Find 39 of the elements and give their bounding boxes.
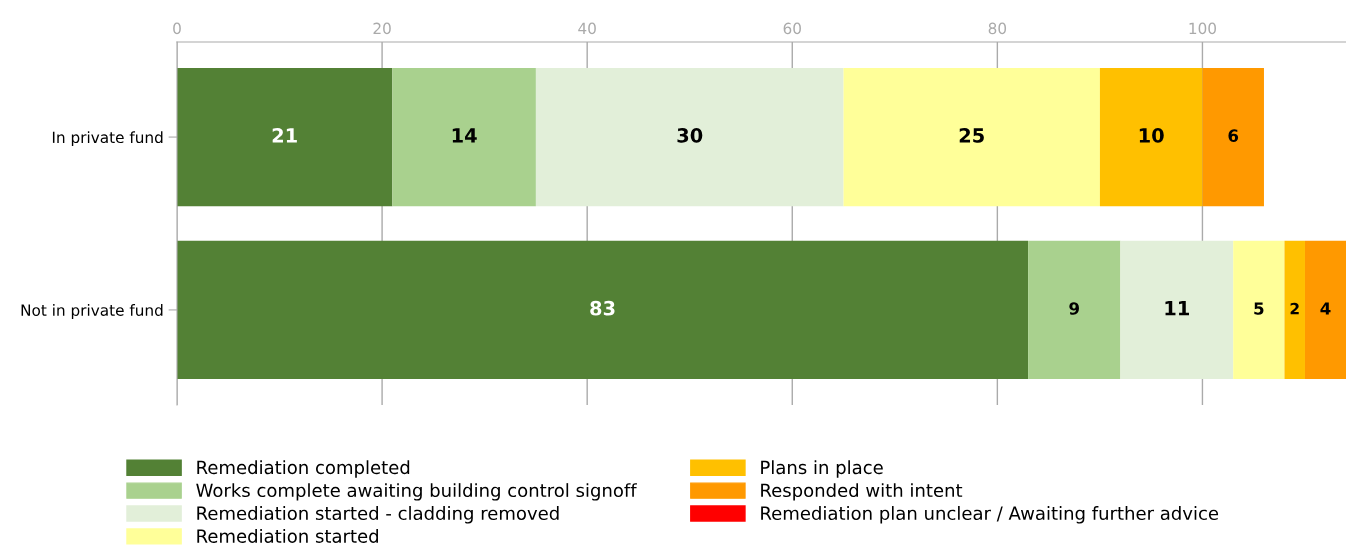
legend-label: Remediation plan unclear / Awaiting further advice <box>761 506 1219 524</box>
data-label: 83 <box>590 300 615 316</box>
data-label: 5 <box>1254 302 1264 315</box>
legend-label: Remediation started - cladding removed <box>197 506 559 524</box>
legend-label: Responded with intent <box>761 483 963 501</box>
data-label: 11 <box>1165 301 1189 316</box>
legend-label: Works complete awaiting building control signoff <box>196 483 637 501</box>
data-label: 21 <box>272 128 297 143</box>
data-label: 25 <box>959 128 984 143</box>
bar <box>1233 240 1285 380</box>
legend-label: Remediation completed <box>197 460 410 478</box>
data-label: 30 <box>677 128 703 143</box>
bar <box>1304 240 1346 380</box>
data-label: 6 <box>1228 129 1239 142</box>
bar <box>843 67 1100 207</box>
x-tick-label: 60 <box>783 22 801 35</box>
x-tick-label: 40 <box>578 22 596 35</box>
x-tick-label: 0 <box>173 22 181 35</box>
y-tick-label: Not in private fund <box>21 304 163 319</box>
legend-label: Plans in place <box>761 460 883 478</box>
bar <box>392 67 536 207</box>
bar <box>1120 240 1234 380</box>
y-tick-label: In private fund <box>52 131 163 147</box>
bar <box>177 240 1029 380</box>
data-label: 2 <box>1290 302 1299 315</box>
x-tick-label: 20 <box>373 22 391 35</box>
bar <box>1028 240 1121 380</box>
data-label: 10 <box>1139 128 1164 143</box>
bar <box>177 67 393 207</box>
bar <box>535 67 844 207</box>
bar <box>1202 67 1264 207</box>
bar <box>1099 67 1203 207</box>
x-tick-label: 80 <box>988 22 1007 35</box>
data-label: 9 <box>1069 302 1079 315</box>
data-label: 4 <box>1320 302 1331 315</box>
legend-label: Remediation started <box>197 528 378 543</box>
x-tick-label: 100 <box>1189 22 1216 35</box>
data-label: 14 <box>452 128 477 143</box>
bar <box>1284 240 1305 380</box>
